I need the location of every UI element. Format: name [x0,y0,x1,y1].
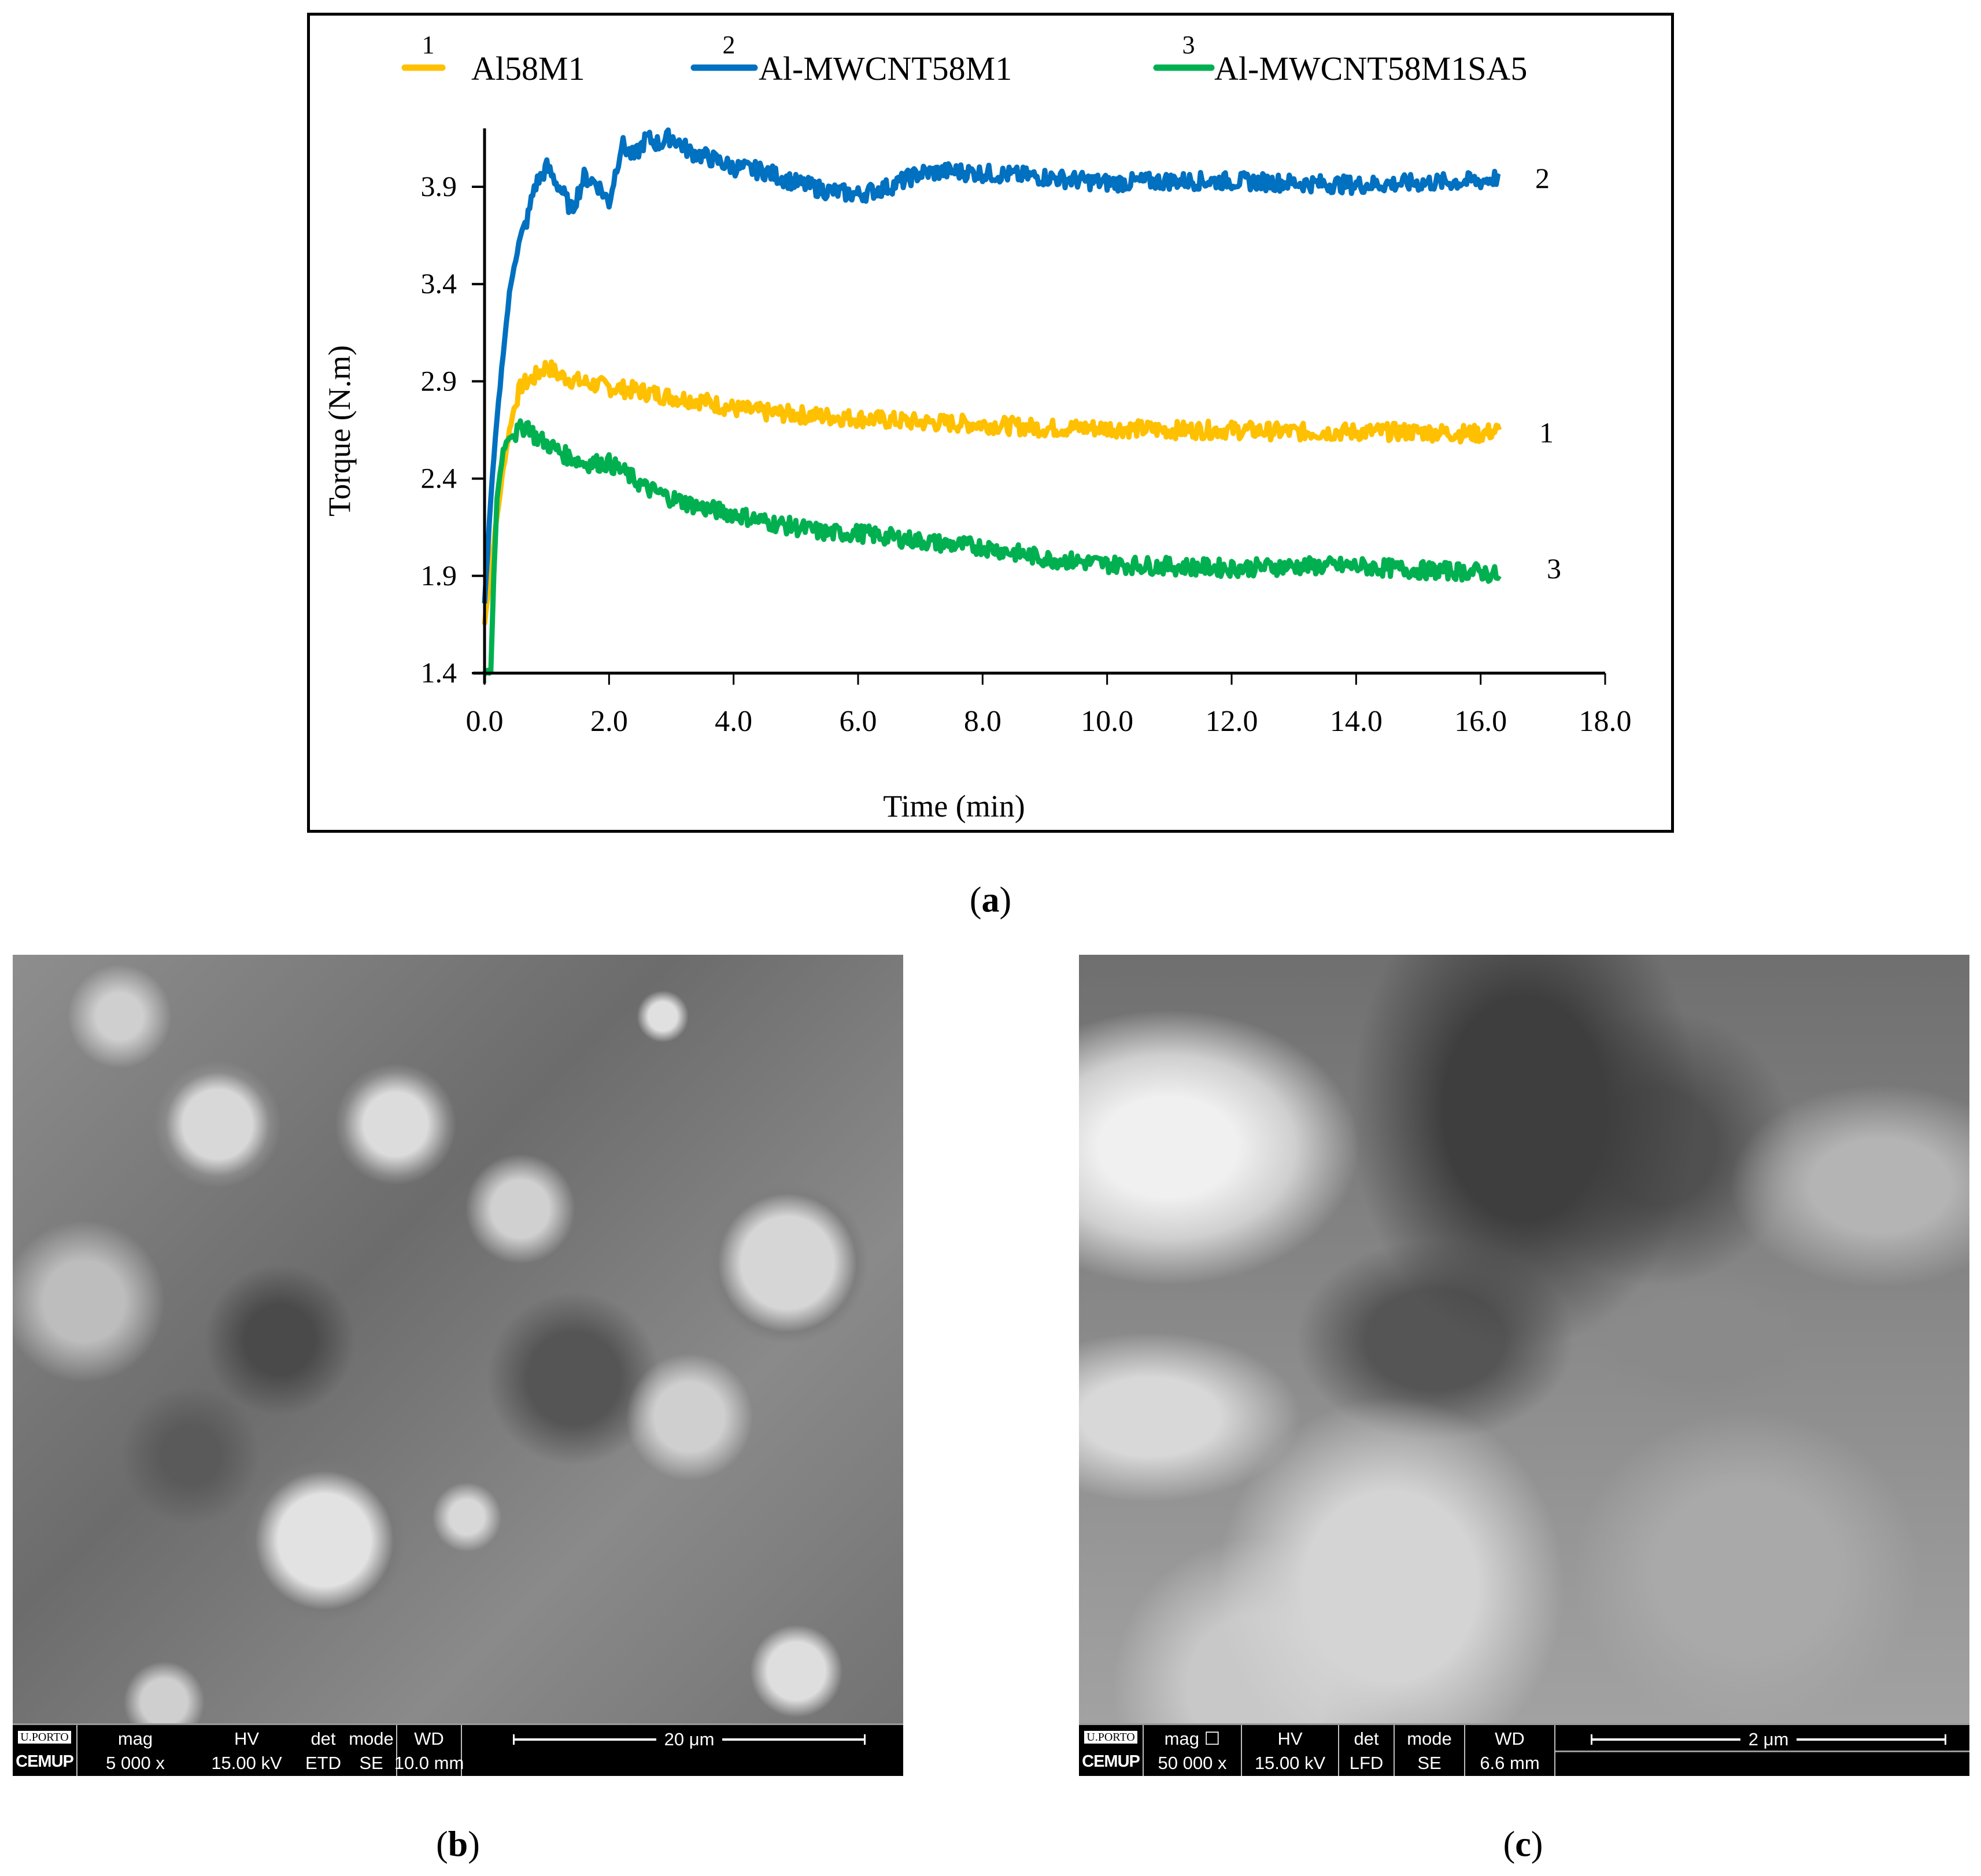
sem-c-field-mag: mag ☐ 50 000 x [1144,1725,1242,1776]
sem-b-field-mode: mode SE [346,1725,397,1776]
legend-label-1: Al58M1 [471,50,585,87]
sem-b-texture [13,955,903,1725]
chart-legend: 1 Al58M1 2 Al-MWCNT58M1 3 Al-MWCNT58M1SA5 [401,31,1527,87]
series-end-label-3: 3 [1547,552,1561,585]
x-tick-label: 8.0 [964,705,1001,738]
sem-c-field-wd: WD 6.6 mm [1465,1725,1555,1776]
y-axis-title: Torque (N.m) [322,345,357,516]
sem-b-field-det: det ETD [305,1728,341,1773]
y-tick-label: 1.4 [421,656,457,689]
chart-axes: 1.4 1.9 2.4 2.9 3.4 3.9 0.0 2.0 4.0 6.0 8.0 10.0 12.… [421,128,1632,738]
plot-area: 1 2 3 [482,127,1561,676]
torque-chart-frame [307,13,1674,833]
y-tick-label: 3.4 [421,267,457,300]
sem-image-b: U.PORTO CEMUP mag 5 000 x HV 15.00 kV det E… [13,955,903,1776]
series-end-label-2: 2 [1535,162,1550,194]
x-tick-label: 0.0 [466,705,504,738]
sem-c-logo: U.PORTO CEMUP [1079,1725,1144,1776]
sem-c-texture [1079,955,1969,1725]
series-line-3 [482,418,1502,676]
sem-b-scale-bar: 20 μm [513,1729,866,1749]
x-axis-title: Time (min) [883,789,1025,823]
sem-c-bar-divider [1555,1751,1969,1752]
series-line-2 [482,127,1501,604]
x-tick-label: 10.0 [1081,705,1133,738]
sem-c-field-det: det LFD [1339,1725,1395,1776]
x-tick-label: 16.0 [1454,705,1507,738]
sem-b-field-hv: HV 15.00 kV [211,1728,282,1773]
sem-c-field-mode: mode SE [1395,1725,1465,1776]
legend-label-2: Al-MWCNT58M1 [759,50,1012,87]
x-tick-label: 18.0 [1579,705,1632,738]
sem-c-scale-bar: 2 μm [1591,1729,1947,1749]
torque-chart: 1 Al58M1 2 Al-MWCNT58M1 3 Al-MWCNT58M1SA5 1 2 3… [322,31,1632,823]
x-tick-label: 6.0 [840,705,877,738]
sem-b-field-mag: mag 5 000 x [106,1728,165,1773]
series-line-1 [482,359,1502,625]
series-end-label-1: 1 [1539,416,1554,449]
sem-b-info-bar: U.PORTO CEMUP mag 5 000 x HV 15.00 kV det E… [13,1723,903,1776]
panel-label-b: (b) [436,1825,480,1864]
legend-number-1: 1 [422,31,435,59]
panel-label-a: (a) [969,880,1012,920]
legend-label-3: Al-MWCNT58M1SA5 [1214,50,1527,87]
x-tick-label: 12.0 [1206,705,1258,738]
sem-b-field-wd: WD 10.0 mm [394,1725,464,1776]
legend-number-2: 2 [723,31,736,59]
sem-b-logo: U.PORTO CEMUP [13,1725,77,1776]
x-tick-label: 4.0 [715,705,752,738]
sem-c-info-bar: U.PORTO CEMUP mag ☐ 50 000 x HV 15.00 kV d… [1079,1723,1969,1776]
y-tick-label: 1.9 [421,559,457,592]
x-tick-label: 2.0 [590,705,628,738]
y-tick-label: 2.4 [421,462,457,494]
panel-label-c: (c) [1503,1825,1543,1864]
sem-image-c: U.PORTO CEMUP mag ☐ 50 000 x HV 15.00 kV d… [1079,955,1969,1776]
y-tick-label: 3.9 [421,170,457,202]
x-tick-label: 14.0 [1330,705,1383,738]
sem-c-field-hv: HV 15.00 kV [1242,1725,1339,1776]
legend-number-3: 3 [1182,31,1195,59]
y-tick-label: 2.9 [421,364,457,397]
